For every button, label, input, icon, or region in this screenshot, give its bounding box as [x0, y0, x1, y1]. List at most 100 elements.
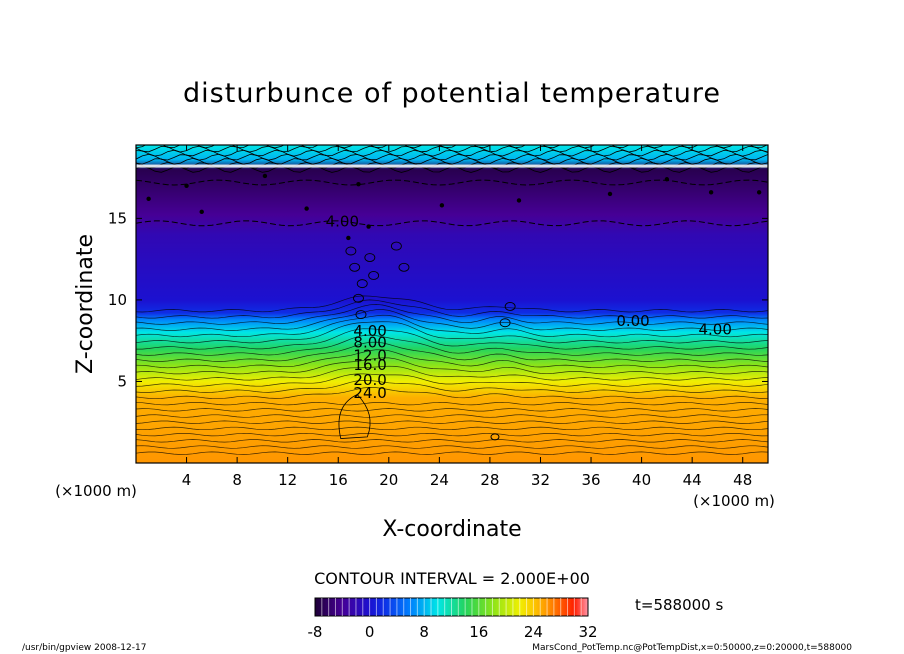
colorbar-tick-label: 32 [578, 623, 597, 641]
contour-speck [708, 190, 714, 195]
contour-speck [356, 181, 361, 187]
contour-line [136, 334, 768, 356]
contour-line [136, 401, 768, 406]
contour-line [136, 309, 768, 331]
x-tick-label: 48 [733, 471, 752, 489]
y-tick-label: 15 [108, 209, 127, 227]
x-tick-label: 16 [329, 471, 348, 489]
x-tick-label: 20 [379, 471, 398, 489]
contour-speck [199, 209, 204, 215]
top-layer-contour [136, 157, 768, 165]
contour-line [136, 314, 768, 338]
x-unit-left: (×1000 m) [55, 482, 137, 500]
white-band [136, 164, 768, 168]
contour-line [136, 365, 768, 381]
contour-line [136, 387, 768, 400]
contour-label: 4.00 [698, 320, 731, 338]
contour-label: 8.00 [353, 333, 386, 351]
colorbar-tick-label: -8 [308, 623, 323, 641]
contour-speck [756, 190, 762, 195]
contour-speck [366, 224, 371, 229]
y-axis-label: Z-coordinate [73, 234, 98, 374]
contour-speck [607, 191, 613, 197]
x-tick-label: 44 [683, 471, 702, 489]
top-layer-contour [136, 145, 768, 153]
contour-line [136, 304, 768, 325]
contour-line [136, 414, 768, 418]
plume-eddy-contour [345, 246, 357, 256]
contour-speck [664, 177, 670, 182]
contour-speck [304, 206, 309, 211]
chart-title: disturbunce of potential temperature [183, 78, 721, 109]
y-axis-ticks: 5 10 15 [108, 209, 768, 390]
contour-line [136, 295, 768, 313]
x-axis-label: X-coordinate [382, 517, 521, 542]
x-axis-ticks: 4 8 12 16 20 24 28 32 36 40 44 48 [182, 145, 752, 489]
plume-eddy-contour [353, 293, 364, 303]
contour-line [136, 426, 768, 431]
contour-line [136, 357, 768, 375]
plot-area [136, 145, 768, 463]
colorbar-tick-label: 24 [524, 623, 543, 641]
contour-label: 4.00 [326, 213, 359, 231]
plume-eddy-contour [364, 253, 376, 262]
contour-line [136, 341, 768, 362]
contour-label: 4.00 [353, 322, 386, 340]
small-eddy-contour [490, 433, 500, 441]
contour-speck [184, 183, 189, 188]
contour-line [136, 420, 768, 424]
x-tick-label: 4 [182, 471, 192, 489]
contour-speck [516, 198, 522, 203]
field-fill [136, 145, 768, 463]
footer-program: /usr/bin/gpview 2008-12-17 [22, 643, 146, 653]
top-layer-contour [136, 153, 768, 161]
contour-line [136, 373, 768, 387]
plume-eddy-contour [398, 262, 410, 272]
x-unit-right: (×1000 m) [693, 492, 775, 510]
contour-line [136, 349, 768, 369]
contour-line [136, 439, 768, 443]
plot-frame [135, 144, 769, 464]
contour-label: 12.0 [353, 346, 386, 364]
colorbar-ticks: -8 0 8 16 24 32 [308, 623, 598, 641]
time-label: t=588000 s [635, 596, 723, 614]
contour-line [136, 380, 768, 393]
contour-line [136, 451, 768, 455]
negative-contour-line [136, 220, 768, 227]
contour-speck [262, 173, 268, 179]
contour-label: 0.00 [616, 312, 649, 330]
plume-eddy-contour [356, 279, 368, 289]
contour-line [136, 408, 768, 412]
contour-label: 20.0 [353, 371, 386, 389]
plume-eddy-contour [504, 301, 516, 311]
contour-line [136, 299, 768, 319]
plume-eddy-contour [355, 310, 367, 320]
contour-line [136, 432, 768, 437]
contour-line [136, 321, 768, 344]
contour-speck [439, 203, 445, 208]
contour-interval: CONTOUR INTERVAL = 2.000E+00 [314, 569, 590, 588]
contour-line [136, 328, 768, 350]
x-tick-label: 8 [232, 471, 242, 489]
footer-source: MarsCond_PotTemp.nc@PotTempDist,x=0:5000… [532, 643, 852, 653]
plume-eddy-contour [390, 241, 402, 251]
contour-speck [346, 235, 351, 241]
contour-speck [146, 196, 151, 202]
colorbar-tick-label: 16 [469, 623, 488, 641]
plume-eddy-contour [349, 262, 361, 272]
x-tick-label: 12 [278, 471, 297, 489]
contour-line [136, 445, 768, 449]
negative-contour-line [136, 179, 768, 186]
warm-bubble-contour [338, 394, 371, 439]
plume-eddy-contour [499, 318, 511, 328]
plume-eddy-contour [368, 271, 380, 280]
contour-label: 16.0 [353, 356, 386, 374]
x-tick-label: 24 [430, 471, 449, 489]
colorbar-dividers [321, 598, 582, 616]
y-tick-label: 10 [108, 291, 127, 309]
x-tick-label: 36 [581, 471, 600, 489]
contour-label: 24.0 [353, 384, 386, 402]
y-tick-label: 5 [117, 372, 127, 390]
